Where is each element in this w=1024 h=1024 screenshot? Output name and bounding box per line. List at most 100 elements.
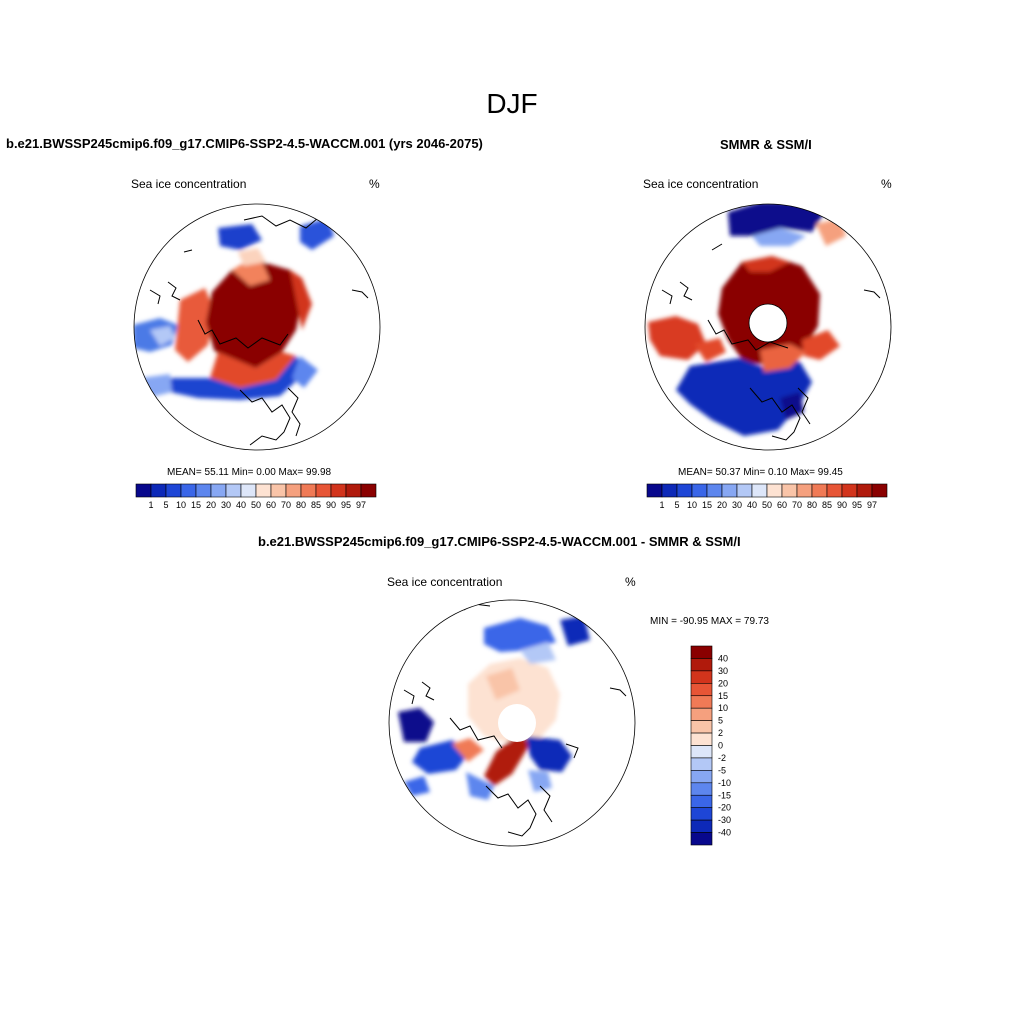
p2-coast-2 [749, 387, 801, 441]
p3-diff-baffin [412, 740, 470, 774]
p1-colorbar-tick-label: 80 [296, 500, 306, 510]
panel-2-map [644, 203, 892, 451]
panel-1-units-label: % [369, 177, 380, 191]
p2-coast-5 [679, 281, 693, 301]
p3-colorbar-swatch-2 [690, 670, 713, 684]
p3-coast-8 [565, 743, 579, 759]
p2-colorbar-tick-label: 10 [687, 500, 697, 510]
p2-colorbar-swatch-8 [766, 483, 783, 498]
p1-coast-2 [239, 389, 291, 446]
p3-colorbar-swatch-9 [690, 757, 713, 771]
panel-2-field-label: Sea ice concentration [643, 177, 759, 191]
p1-colorbar-tick-label: 30 [221, 500, 231, 510]
p2-colorbar-swatch-2 [676, 483, 693, 498]
p1-colorbar-swatch-9 [270, 483, 287, 498]
p1-colorbar-swatch-12 [315, 483, 332, 498]
p3-coast-2 [485, 785, 537, 837]
p3-colorbar-swatch-11 [690, 782, 713, 796]
p2-colorbar-swatch-7 [751, 483, 768, 498]
p3-colorbar-swatch-12 [690, 794, 713, 808]
panel-1-colorbar: 1 5 10 15 20 30 40 50 60 70 80 85 90 95 97 [135, 483, 377, 510]
p1-colorbar-tick-label: 95 [341, 500, 351, 510]
p2-colorbar-swatch-3 [691, 483, 708, 498]
p1-coast-4 [149, 289, 161, 305]
p2-colorbar-tick-label: 80 [807, 500, 817, 510]
p2-colorbar-swatch-6 [736, 483, 753, 498]
panel-2-title: SMMR & SSM/I [720, 137, 812, 152]
p3-colorbar-swatch-10 [690, 770, 713, 784]
p3-colorbar-swatch-6 [690, 720, 713, 734]
panel-2-stats: MEAN= 50.37 Min= 0.10 Max= 99.45 [678, 467, 843, 478]
p3-colorbar-swatch-7 [690, 732, 713, 746]
p1-colorbar-swatch-4 [195, 483, 212, 498]
p3-diff-hudson [398, 708, 434, 742]
p3-diff-bering [520, 642, 556, 664]
p1-ice-baffin [175, 288, 215, 362]
p2-ice-okhotsk [728, 204, 825, 236]
p3-coast-4 [403, 689, 415, 705]
p3-diff-japan-sea [560, 616, 590, 646]
p3-coast-1 [449, 717, 503, 749]
p2-colorbar-swatch-10 [796, 483, 813, 498]
p1-ice-bering [238, 248, 266, 266]
p2-colorbar-swatch-15 [871, 483, 888, 498]
p3-colorbar-tick-label: 5 [718, 716, 723, 726]
p1-colorbar-swatch-14 [345, 483, 362, 498]
p1-coast-3 [287, 387, 301, 437]
p2-colorbar-swatch-13 [841, 483, 858, 498]
panel-2-ice-field [648, 204, 846, 436]
panel-1-stats: MEAN= 55.11 Min= 0.00 Max= 99.98 [167, 467, 332, 478]
p3-diff-labrador [466, 772, 494, 800]
panel-3-ice-field [398, 616, 590, 800]
p3-diff-davis [452, 738, 484, 762]
p1-colorbar-swatch-2 [165, 483, 182, 498]
p1-colorbar-swatch-5 [210, 483, 227, 498]
p3-coast-3 [539, 785, 553, 823]
p2-ice-bering-edge [752, 228, 806, 246]
p1-colorbar-tick-label: 5 [163, 500, 168, 510]
p2-coast-6 [863, 289, 881, 299]
p3-colorbar-tick-label: -10 [718, 778, 731, 788]
p2-colorbar-swatch-11 [811, 483, 828, 498]
p1-colorbar-swatch-7 [240, 483, 257, 498]
panel-3-map [388, 599, 636, 847]
p1-colorbar-tick-label: 70 [281, 500, 291, 510]
p3-pole-hole [498, 704, 536, 742]
p3-colorbar-tick-label: -20 [718, 803, 731, 813]
p2-colorbar-tick-label: 1 [659, 500, 664, 510]
p2-coast-4 [661, 289, 673, 305]
p2-ice-fram [760, 344, 806, 372]
p2-ice-denmark-strait [780, 392, 804, 420]
p2-colorbar-tick-label: 97 [867, 500, 877, 510]
p1-ice-atlantic-edge [168, 356, 306, 400]
p2-colorbar-tick-label: 95 [852, 500, 862, 510]
p1-colorbar-tick-label: 50 [251, 500, 261, 510]
p1-coast-7 [351, 289, 369, 299]
p1-colorbar-tick-label: 15 [191, 500, 201, 510]
panel-2-colorbar: 1 5 10 15 20 30 40 50 60 70 80 85 90 95 97 [646, 483, 888, 510]
p3-colorbar-swatch-8 [690, 745, 713, 759]
panel-1-ice-field [134, 218, 334, 400]
p2-colorbar-tick-label: 5 [674, 500, 679, 510]
p3-colorbar-swatch-0 [690, 645, 713, 659]
p2-colorbar-tick-label: 20 [717, 500, 727, 510]
panel-1-title: b.e21.BWSSP245cmip6.f09_g17.CMIP6-SSP2-4… [6, 136, 483, 151]
p3-colorbar-tick-label: -30 [718, 815, 731, 825]
p1-coast-5 [167, 281, 181, 301]
p2-colorbar-tick-label: 40 [747, 500, 757, 510]
p1-ice-central [206, 262, 302, 368]
p2-colorbar-swatch-4 [706, 483, 723, 498]
p1-colorbar-swatch-10 [285, 483, 302, 498]
p1-colorbar-tick-label: 10 [176, 500, 186, 510]
panel-3-map-border [388, 599, 636, 847]
p2-colorbar-tick-label: 30 [732, 500, 742, 510]
p3-colorbar-swatch-13 [690, 807, 713, 821]
p3-colorbar-tick-label: 10 [718, 703, 728, 713]
p3-colorbar-tick-label: -40 [718, 828, 731, 838]
p1-colorbar-swatch-11 [300, 483, 317, 498]
panel-1-field-label: Sea ice concentration [131, 177, 247, 191]
p1-colorbar-tick-label: 85 [311, 500, 321, 510]
p1-coast-1 [197, 319, 289, 349]
p1-colorbar-tick-label: 40 [236, 500, 246, 510]
